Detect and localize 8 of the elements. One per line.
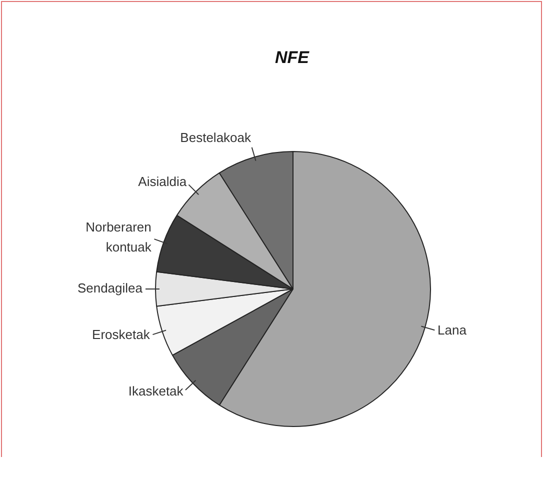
slice-label: Lana <box>438 322 468 338</box>
chart-title: NFE <box>274 48 310 68</box>
slice-label: Sendagilea <box>77 280 144 296</box>
slice-label: Norberaren kontuak <box>86 220 152 255</box>
slice-label: Bestelakoak <box>180 130 252 146</box>
slice-label: Erosketak <box>92 327 150 342</box>
slice-label: Aisialdia <box>138 174 188 190</box>
slice-label: Ikasketak <box>128 384 184 399</box>
